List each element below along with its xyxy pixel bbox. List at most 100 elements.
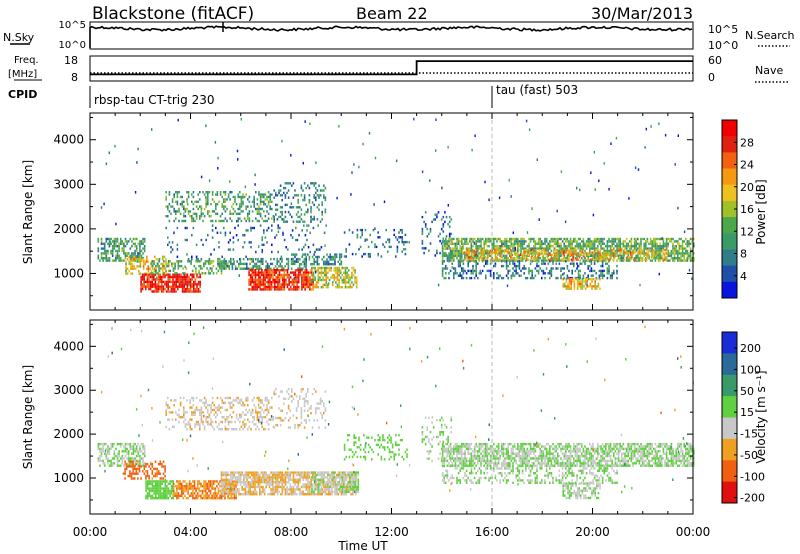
scatter-cell [613, 251, 616, 254]
scatter-cell [180, 280, 182, 284]
scatter-cell [132, 252, 135, 255]
noise-cell [254, 183, 256, 186]
scatter-cell [560, 249, 562, 253]
scatter-cell [654, 242, 657, 245]
scatter-cell [148, 487, 151, 490]
scatter-cell [325, 276, 328, 279]
scatter-cell [521, 257, 524, 260]
scatter-cell [542, 262, 545, 265]
scatter-cell [531, 247, 533, 250]
scatter-cell [105, 457, 108, 460]
scatter-cell [453, 257, 455, 260]
scatter-cell [255, 411, 257, 414]
scatter-cell [352, 269, 355, 272]
scatter-cell [215, 272, 218, 275]
scatter-cell [581, 277, 584, 281]
scatter-cell [630, 242, 633, 245]
scatter-cell [280, 288, 282, 291]
scatter-cell [276, 267, 278, 270]
scatter-cell [628, 256, 630, 259]
scatter-cell [251, 420, 254, 424]
scatter-cell [315, 248, 318, 251]
scatter-cell [451, 262, 453, 265]
scatter-cell [207, 234, 209, 237]
scatter-cell [354, 271, 356, 274]
scatter-cell [573, 287, 576, 290]
scatter-cell [215, 267, 218, 270]
scatter-cell [127, 474, 130, 478]
scatter-cell [214, 494, 217, 497]
scatter-cell [107, 249, 109, 253]
scatter-cell [608, 245, 610, 248]
scatter-cell [504, 254, 506, 257]
scatter-cell [196, 275, 198, 279]
scatter-cell [421, 232, 424, 236]
scatter-cell [176, 492, 178, 495]
scatter-cell [328, 266, 331, 270]
scatter-cell [275, 213, 277, 216]
nsearch-label: N.Search [745, 29, 795, 42]
scatter-cell [564, 282, 566, 286]
scatter-cell [187, 193, 190, 196]
scatter-cell [271, 406, 273, 409]
scatter-cell [209, 497, 212, 500]
scatter-cell [324, 210, 327, 214]
scatter-cell [575, 248, 578, 252]
scatter-cell [299, 263, 301, 266]
scatter-cell [116, 452, 119, 455]
scatter-cell [253, 273, 255, 277]
scatter-cell [424, 225, 427, 228]
scatter-cell [222, 265, 224, 268]
scatter-cell [490, 251, 493, 254]
scatter-cell [228, 267, 230, 270]
scatter-cell [291, 253, 293, 256]
scatter-cell [200, 212, 203, 215]
scatter-cell [448, 245, 450, 248]
scatter-cell [207, 191, 209, 194]
scatter-cell [296, 278, 298, 281]
scatter-cell [187, 492, 189, 495]
noise-cell [238, 274, 240, 277]
scatter-cell [283, 186, 285, 190]
scatter-cell [580, 282, 582, 286]
scatter-cell [297, 288, 300, 291]
scatter-cell [171, 200, 174, 203]
scatter-cell [461, 276, 463, 280]
scatter-cell [450, 232, 453, 236]
scatter-cell [266, 408, 268, 412]
scatter-cell [631, 253, 634, 257]
scatter-cell [593, 262, 596, 265]
scatter-cell [116, 442, 119, 446]
noise-cell [474, 134, 476, 138]
scatter-cell [469, 247, 471, 250]
scatter-cell [374, 243, 376, 246]
scatter-cell [293, 288, 295, 291]
scatter-cell [107, 462, 109, 465]
scatter-cell [164, 467, 166, 471]
scatter-cell [570, 287, 572, 290]
scatter-cell [195, 260, 197, 263]
scatter-cell [183, 273, 185, 276]
scatter-cell [265, 281, 268, 284]
scatter-cell [578, 280, 580, 283]
scatter-cell [503, 248, 506, 252]
scatter-cell [620, 251, 622, 254]
scatter-cell [480, 240, 482, 243]
scatter-cell [269, 195, 271, 199]
scatter-cell [115, 240, 117, 243]
scatter-cell [194, 280, 197, 284]
scatter-cell [192, 494, 194, 497]
scatter-cell [223, 191, 225, 194]
scatter-cell [448, 225, 451, 228]
scatter-cell [163, 260, 165, 263]
scatter-cell [664, 252, 666, 255]
scatter-cell [149, 467, 152, 471]
scatter-cell [172, 287, 174, 291]
noise-cell [336, 196, 338, 200]
scatter-cell [309, 285, 311, 289]
scatter-cell [148, 283, 150, 286]
scatter-cell [318, 208, 320, 211]
scatter-cell [326, 260, 328, 263]
scatter-cell [529, 259, 532, 262]
scatter-cell [285, 269, 287, 272]
